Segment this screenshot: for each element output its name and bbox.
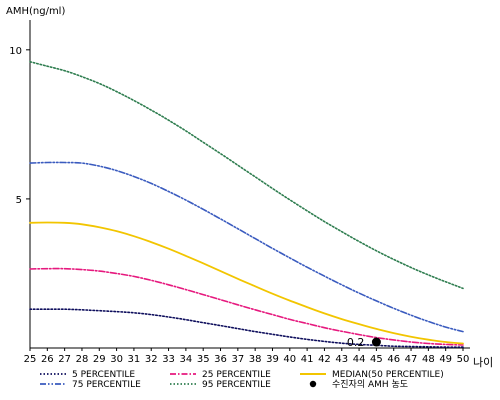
x-tick-label: 33 [162,354,175,365]
x-tick-label: 31 [128,354,141,365]
x-tick-label: 27 [58,354,71,365]
marked-points: 0.2 [347,336,381,349]
x-tick-label: 45 [370,354,383,365]
legend-marker-patient-amh [309,380,317,388]
series-lines [29,60,464,348]
x-tick-label: 50 [457,354,470,365]
x-tick-label: 46 [387,354,400,365]
legend-label-5-percentile: 5 PERCENTILE [72,370,135,380]
x-tick-label: 40 [283,354,296,365]
legend: 5 PERCENTILE 25 PERCENTILE MEDIAN(50 PERCE… [40,370,444,390]
x-tick-label: 25 [24,354,37,365]
x-tick-label: 47 [405,354,418,365]
axes: AMH(ng/ml) 나이 [6,6,493,369]
x-tick-label: 42 [318,354,331,365]
x-tick-label: 30 [110,354,123,365]
legend-label-median-50-percentile: MEDIAN(50 PERCENTILE) [332,370,444,380]
x-tick-label: 32 [145,354,158,365]
y-tick-label: 10 [9,46,22,57]
series-line-25-percentile [29,267,464,346]
legend-label-25-percentile: 25 PERCENTILE [202,370,271,380]
legend-label-patient-amh: 수진자의 AMH 농도 [332,379,408,390]
x-tick-label: 36 [214,354,227,365]
x-tick-label: 39 [266,354,279,365]
x-tick-label: 43 [335,354,348,365]
patient-amh-point [371,337,381,347]
x-tick-label: 38 [249,354,262,365]
x-tick-label: 35 [197,354,210,365]
x-tick-label: 48 [422,354,435,365]
series-line-95-percentile [29,60,464,290]
y-axis-label: AMH(ng/ml) [6,6,65,17]
series-line-75-percentile [29,161,464,333]
patient-amh-value-label: 0.2 [347,336,365,349]
x-tick-label: 37 [231,354,244,365]
x-tick-label: 41 [301,354,314,365]
y-tick-label: 5 [16,195,22,206]
series-line-5-percentile [29,308,464,348]
x-ticks: 25 26 27 28 29 30 31 32 33 34 35 36 37 38 39 40 41 42 43 44… [24,348,470,365]
series-line-median-50-percentile [29,221,464,345]
y-ticks: 5 10 [9,46,30,206]
x-tick-label: 26 [41,354,54,365]
x-axis-label: 나이 [473,356,493,369]
legend-label-75-percentile: 75 PERCENTILE [72,380,141,390]
x-tick-label: 29 [93,354,106,365]
x-tick-label: 28 [76,354,89,365]
x-tick-label: 34 [180,354,193,365]
legend-label-95-percentile: 95 PERCENTILE [202,380,271,390]
x-tick-label: 49 [439,354,452,365]
x-tick-label: 44 [353,354,366,365]
